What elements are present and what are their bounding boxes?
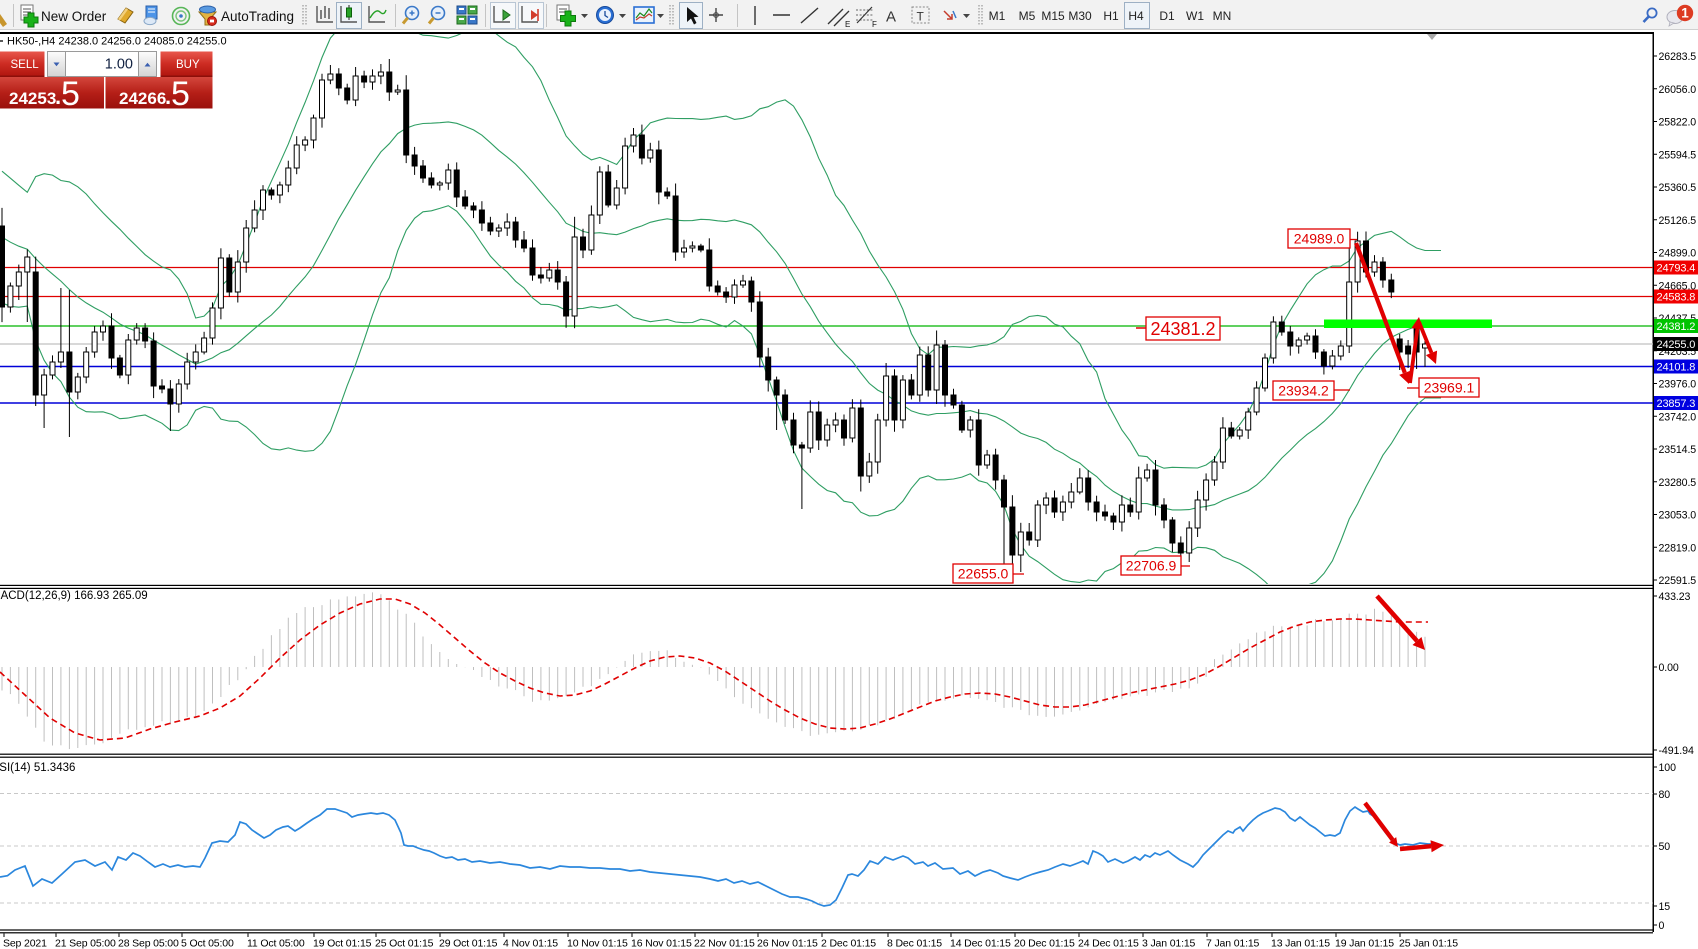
svg-text:24583.8: 24583.8 <box>1657 292 1696 304</box>
svg-text:W1: W1 <box>1186 9 1204 23</box>
svg-text:24101.8: 24101.8 <box>1657 362 1696 374</box>
svg-text:26 Nov 01:15: 26 Nov 01:15 <box>757 938 818 949</box>
svg-text:5 Oct 05:00: 5 Oct 05:00 <box>181 938 234 949</box>
svg-text:5: 5 <box>171 75 190 113</box>
svg-text:8 Dec 01:15: 8 Dec 01:15 <box>887 938 942 949</box>
svg-text:25822.0: 25822.0 <box>1659 117 1697 129</box>
svg-text:M15: M15 <box>1041 9 1065 23</box>
svg-text:24899.0: 24899.0 <box>1659 248 1697 260</box>
svg-text:24255.0: 24255.0 <box>1657 339 1696 351</box>
svg-text:24665.0: 24665.0 <box>1659 280 1697 292</box>
svg-text:22 Nov 01:15: 22 Nov 01:15 <box>694 938 755 949</box>
svg-text:0: 0 <box>1659 920 1665 932</box>
svg-text:1: 1 <box>1681 6 1689 21</box>
svg-text:28 Sep 05:00: 28 Sep 05:00 <box>118 938 179 949</box>
svg-text:D1: D1 <box>1159 9 1175 23</box>
svg-text:10 Nov 01:15: 10 Nov 01:15 <box>567 938 628 949</box>
svg-text:23742.0: 23742.0 <box>1659 411 1697 423</box>
svg-text:14 Dec 01:15: 14 Dec 01:15 <box>950 938 1011 949</box>
svg-text:13 Jan 01:15: 13 Jan 01:15 <box>1271 938 1330 949</box>
svg-text:M5: M5 <box>1019 9 1036 23</box>
svg-text:H1: H1 <box>1103 9 1119 23</box>
svg-text:24 Dec 01:15: 24 Dec 01:15 <box>1078 938 1139 949</box>
svg-text:26283.5: 26283.5 <box>1659 51 1697 63</box>
svg-text:3 Jan 01:15: 3 Jan 01:15 <box>1142 938 1196 949</box>
svg-text:22819.0: 22819.0 <box>1659 542 1697 554</box>
svg-text:23934.2: 23934.2 <box>1278 383 1329 399</box>
svg-text:BUY: BUY <box>176 59 200 71</box>
svg-text:E: E <box>845 20 850 29</box>
svg-text:16 Nov 01:15: 16 Nov 01:15 <box>631 938 692 949</box>
svg-text:24381.2: 24381.2 <box>1150 319 1215 339</box>
svg-text:T: T <box>917 10 925 24</box>
svg-text:25 Oct 01:15: 25 Oct 01:15 <box>375 938 434 949</box>
svg-text:M30: M30 <box>1068 9 1092 23</box>
svg-text:19 Jan 01:15: 19 Jan 01:15 <box>1335 938 1394 949</box>
svg-text:23976.0: 23976.0 <box>1659 379 1697 391</box>
svg-text:2 Dec 01:15: 2 Dec 01:15 <box>821 938 876 949</box>
svg-text:100: 100 <box>1659 762 1677 774</box>
svg-text:-491.94: -491.94 <box>1659 745 1694 757</box>
svg-text:22706.9: 22706.9 <box>1126 558 1177 574</box>
svg-text:24253: 24253 <box>9 89 56 108</box>
svg-text:23280.5: 23280.5 <box>1659 477 1697 489</box>
svg-text:A: A <box>886 9 896 26</box>
svg-text:22655.0: 22655.0 <box>958 566 1009 582</box>
svg-text:15: 15 <box>1659 901 1671 913</box>
svg-text:25360.5: 25360.5 <box>1659 182 1697 194</box>
svg-text:20 Dec 01:15: 20 Dec 01:15 <box>1014 938 1075 949</box>
svg-text:29 Oct 01:15: 29 Oct 01:15 <box>439 938 498 949</box>
svg-text:HK50-,H4 24238.0 24256.0 2408: HK50-,H4 24238.0 24256.0 24085.0 24255.0 <box>7 36 227 48</box>
svg-text:.: . <box>55 84 61 109</box>
svg-text:21 Sep 05:00: 21 Sep 05:00 <box>55 938 116 949</box>
svg-text:F: F <box>872 20 877 29</box>
svg-text:23969.1: 23969.1 <box>1424 380 1475 396</box>
svg-text:80: 80 <box>1659 789 1671 801</box>
svg-text:22591.5: 22591.5 <box>1659 575 1697 587</box>
svg-text:23053.0: 23053.0 <box>1659 510 1697 522</box>
svg-text:25 Jan 01:15: 25 Jan 01:15 <box>1399 938 1458 949</box>
svg-text:24381.2: 24381.2 <box>1657 321 1696 333</box>
svg-text:1.00: 1.00 <box>105 57 133 73</box>
svg-text:MACD(12,26,9) 166.93 265.09: MACD(12,26,9) 166.93 265.09 <box>0 590 148 602</box>
svg-text:24989.0: 24989.0 <box>1294 231 1345 247</box>
svg-text:4 Nov 01:15: 4 Nov 01:15 <box>503 938 558 949</box>
svg-text:M1: M1 <box>989 9 1006 23</box>
svg-text:5: 5 <box>61 75 80 113</box>
svg-text:7 Jan 01:15: 7 Jan 01:15 <box>1206 938 1260 949</box>
svg-text:25126.5: 25126.5 <box>1659 215 1697 227</box>
svg-text:50: 50 <box>1659 841 1671 853</box>
svg-text:24793.4: 24793.4 <box>1657 263 1696 275</box>
svg-text:RSI(14) 51.3436: RSI(14) 51.3436 <box>0 762 75 774</box>
svg-text:0.00: 0.00 <box>1659 662 1679 674</box>
svg-text:SELL: SELL <box>11 59 40 71</box>
svg-text:New Order: New Order <box>41 9 107 24</box>
svg-text:Sep 2021: Sep 2021 <box>3 938 47 949</box>
svg-text:26056.0: 26056.0 <box>1659 84 1697 96</box>
svg-text:25594.5: 25594.5 <box>1659 149 1697 161</box>
svg-text:23857.3: 23857.3 <box>1657 398 1696 410</box>
svg-text:433.23: 433.23 <box>1659 591 1691 603</box>
svg-text:19 Oct 01:15: 19 Oct 01:15 <box>313 938 372 949</box>
svg-text:AutoTrading: AutoTrading <box>221 9 294 24</box>
svg-text:.: . <box>165 84 171 109</box>
svg-text:11 Oct 05:00: 11 Oct 05:00 <box>247 938 305 949</box>
svg-text:23514.5: 23514.5 <box>1659 444 1697 456</box>
svg-text:24266: 24266 <box>119 89 166 108</box>
svg-text:H4: H4 <box>1128 9 1144 23</box>
svg-text:MN: MN <box>1213 9 1232 23</box>
